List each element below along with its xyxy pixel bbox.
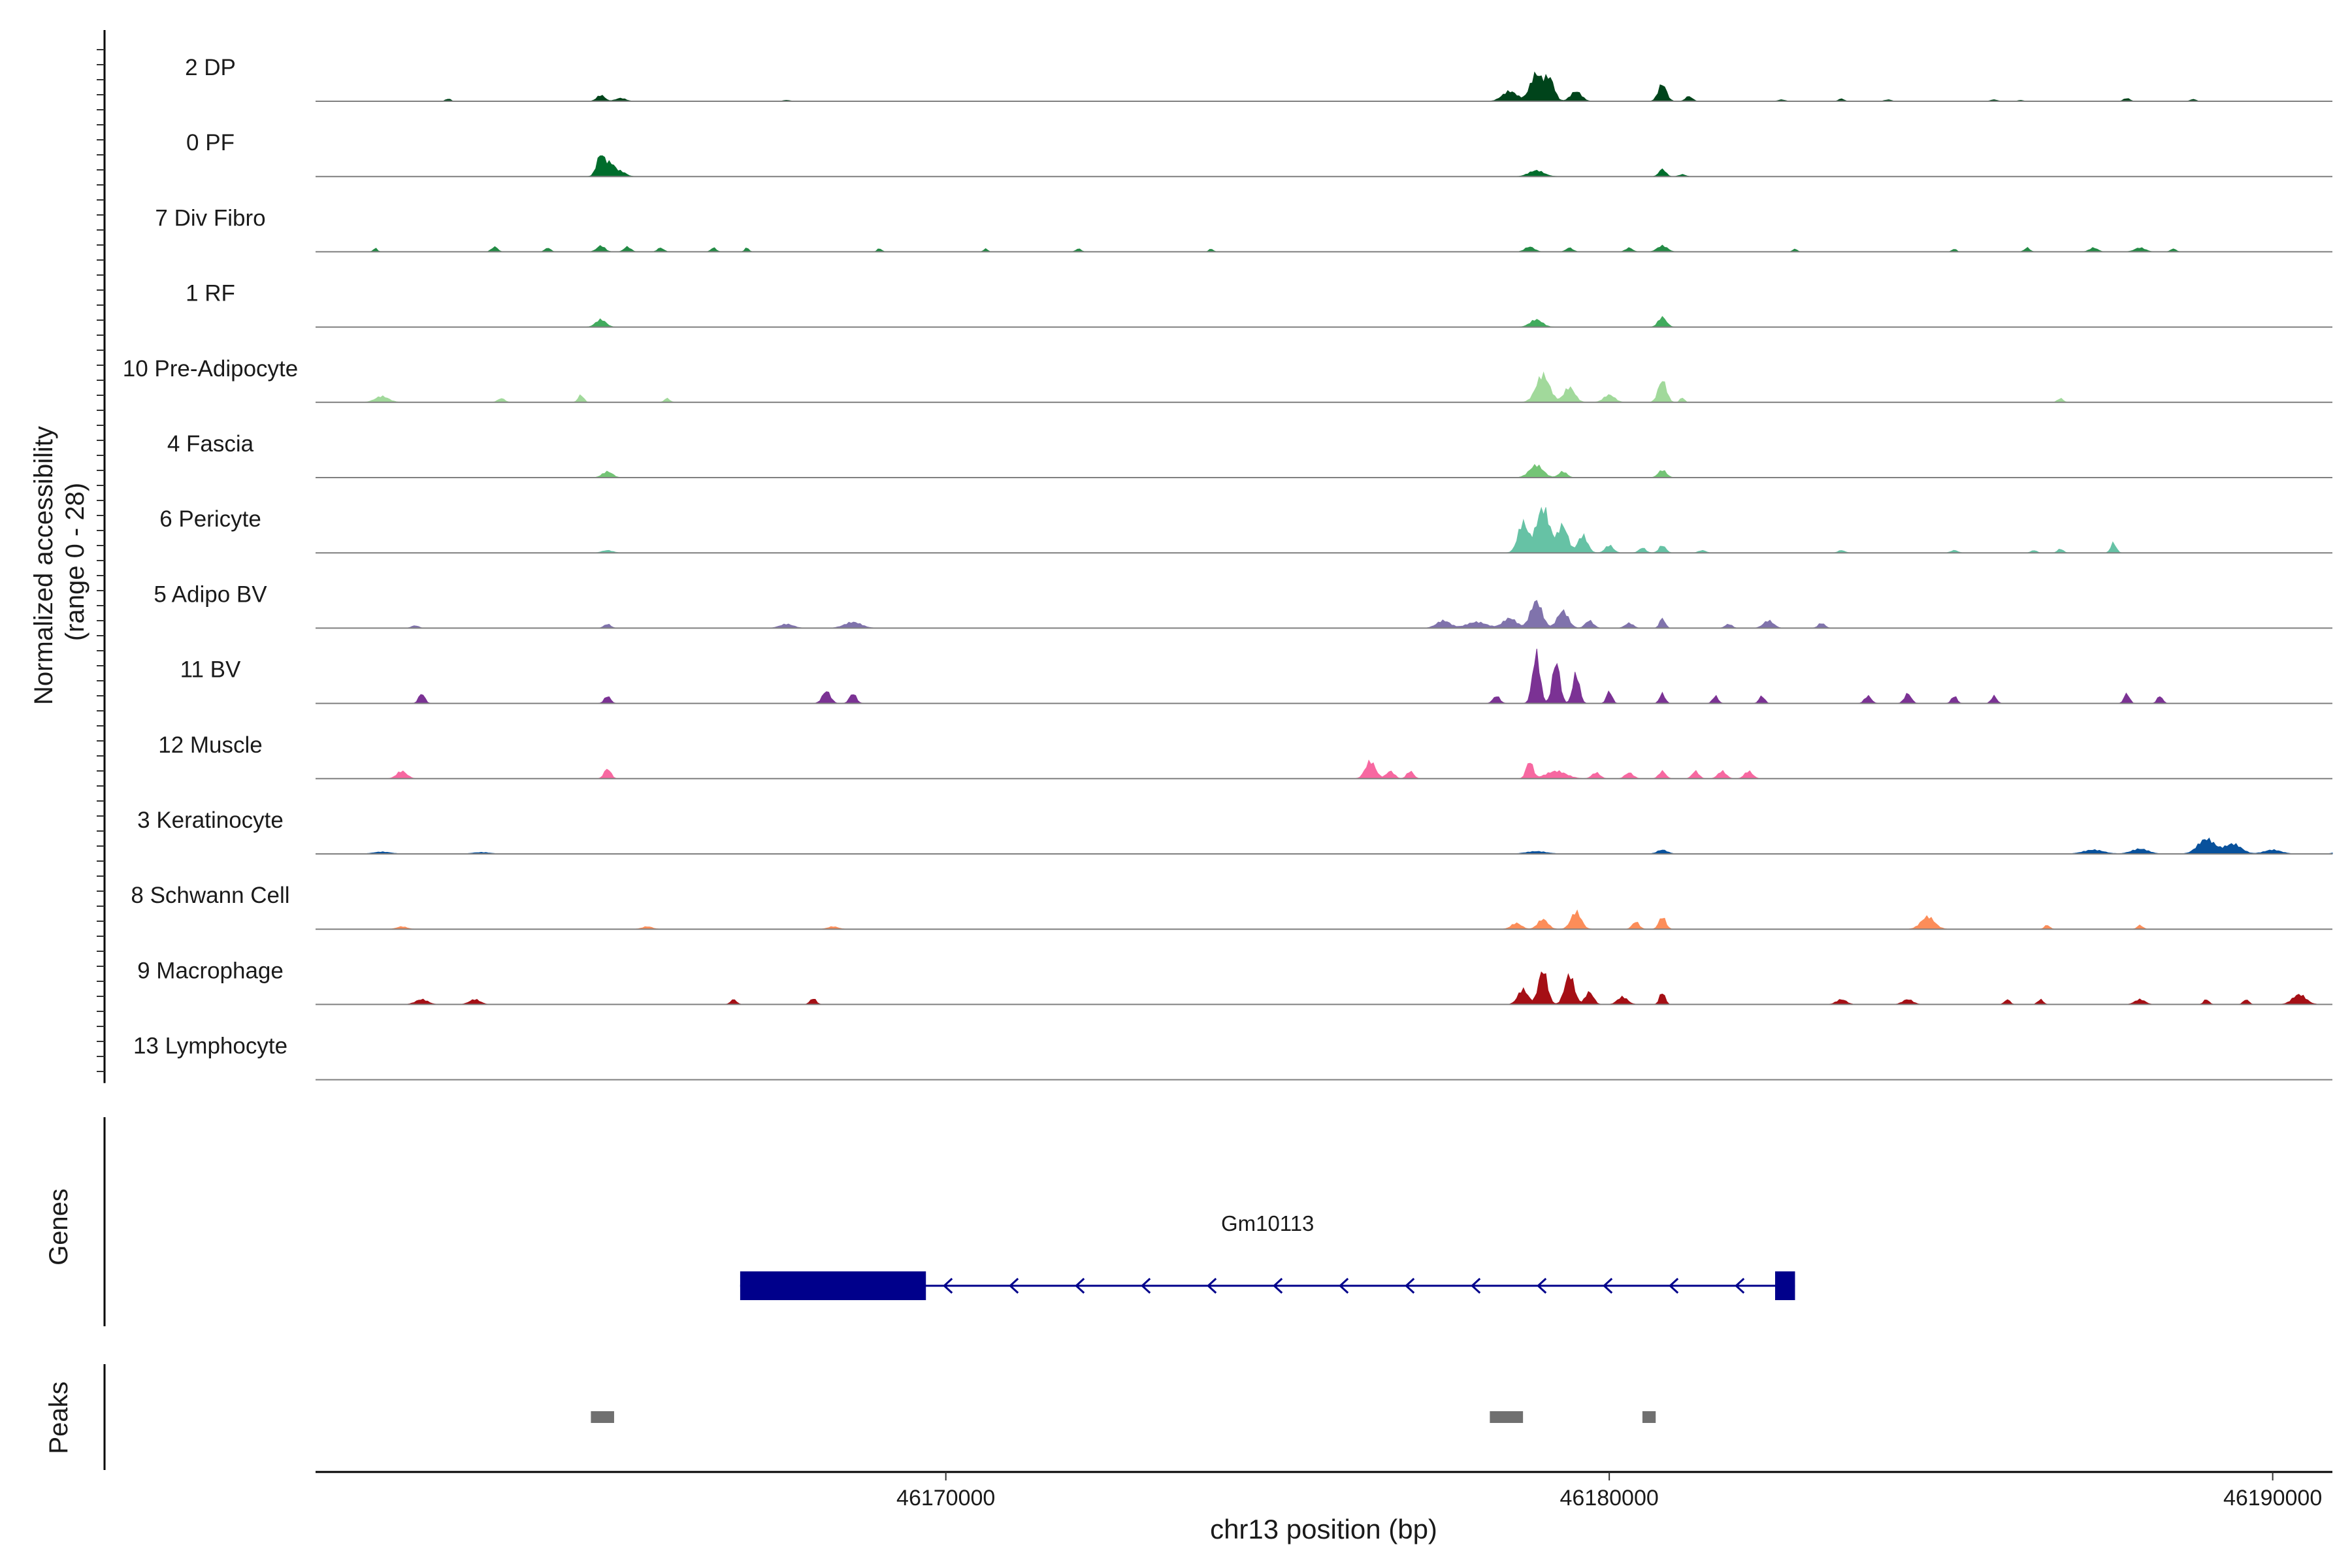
track-label: 12 Muscle [158,732,263,758]
track: 12 Muscle [158,732,2332,779]
y-axis-title: Normalized accessibility (range 0 - 28) [29,419,90,705]
peak-region [1642,1411,1656,1423]
coverage-area [316,506,2332,553]
track-label: 9 Macrophage [137,958,284,983]
x-axis: 46170000 46180000 46190000 [316,1471,2332,1511]
track-label: 5 Adipo BV [154,581,267,607]
y-axis-category-ticks [97,30,106,1083]
track-label: 11 BV [180,657,241,683]
strand-arrow [1405,1277,1415,1294]
track: 2 DP [185,55,2332,102]
coverage-area [316,909,2332,930]
peak-region [591,1411,614,1423]
gene-exon [1775,1271,1795,1300]
track-label: 8 Schwann Cell [131,883,289,908]
strand-arrow [1207,1277,1217,1294]
track-label: 1 RF [186,281,235,306]
peak-region [1490,1411,1524,1423]
track: 7 Div Fibro [155,205,2332,253]
peaks-track [103,1364,1656,1470]
peaks-track-label: Peaks [44,1381,73,1454]
track: 8 Schwann Cell [131,883,2332,930]
coverage-area [316,837,2333,855]
strand-arrow [943,1277,953,1294]
coverage-tracks: 2 DP 0 PF 7 Div Fibro 1 RF 10 Pre-Adipocyte 4… [123,55,2333,1081]
track-label: 2 DP [185,55,236,80]
coverage-area [316,464,2332,478]
strand-arrow [1273,1277,1283,1294]
track: 6 Pericyte [159,506,2332,554]
track: 1 RF [186,281,2332,328]
strand-arrow [1603,1277,1613,1294]
strand-arrow [1735,1277,1745,1294]
track: 5 Adipo BV [154,581,2332,629]
track: 11 BV [180,648,2332,704]
coverage-area [316,71,2332,102]
x-tick-label: 46180000 [1560,1486,1659,1511]
strand-arrow [1075,1277,1085,1294]
track-label: 6 Pericyte [159,506,261,532]
genes-track-label: Genes [44,1188,73,1266]
coverage-area [316,600,2332,629]
strand-arrow [1141,1277,1151,1294]
strand-arrow [1339,1277,1349,1294]
coverage-area [316,371,2332,403]
track: 9 Macrophage [137,958,2332,1005]
coverage-area [316,971,2332,1005]
gene-exon [740,1271,926,1300]
strand-arrow [1537,1277,1547,1294]
strand-arrow [1471,1277,1481,1294]
track-label: 7 Div Fibro [155,205,265,231]
coverage-area [316,759,2332,779]
track: 0 PF [186,130,2332,178]
coverage-area [316,244,2332,252]
track: 13 Lymphocyte [133,1034,2332,1081]
x-tick-label: 46170000 [896,1486,995,1511]
strand-arrow [1669,1277,1679,1294]
track-label: 0 PF [186,130,235,155]
coverage-area [316,155,2332,177]
track-label: 4 Fascia [167,431,254,457]
gene-name: Gm10113 [1221,1211,1314,1235]
coverage-area [316,648,2332,704]
x-tick-label: 46190000 [2223,1486,2322,1511]
track-label: 10 Pre-Adipocyte [123,356,298,382]
strand-arrow [1009,1277,1019,1294]
track: 3 Keratinocyte [137,808,2333,855]
track: 4 Fascia [167,431,2332,478]
x-axis-title: chr13 position (bp) [1210,1514,1437,1544]
track-label: 13 Lymphocyte [133,1034,287,1059]
track-label: 3 Keratinocyte [137,808,284,833]
track: 10 Pre-Adipocyte [123,356,2332,403]
genes-track: Gm10113 [103,1117,1795,1326]
coverage-area [316,316,2332,328]
